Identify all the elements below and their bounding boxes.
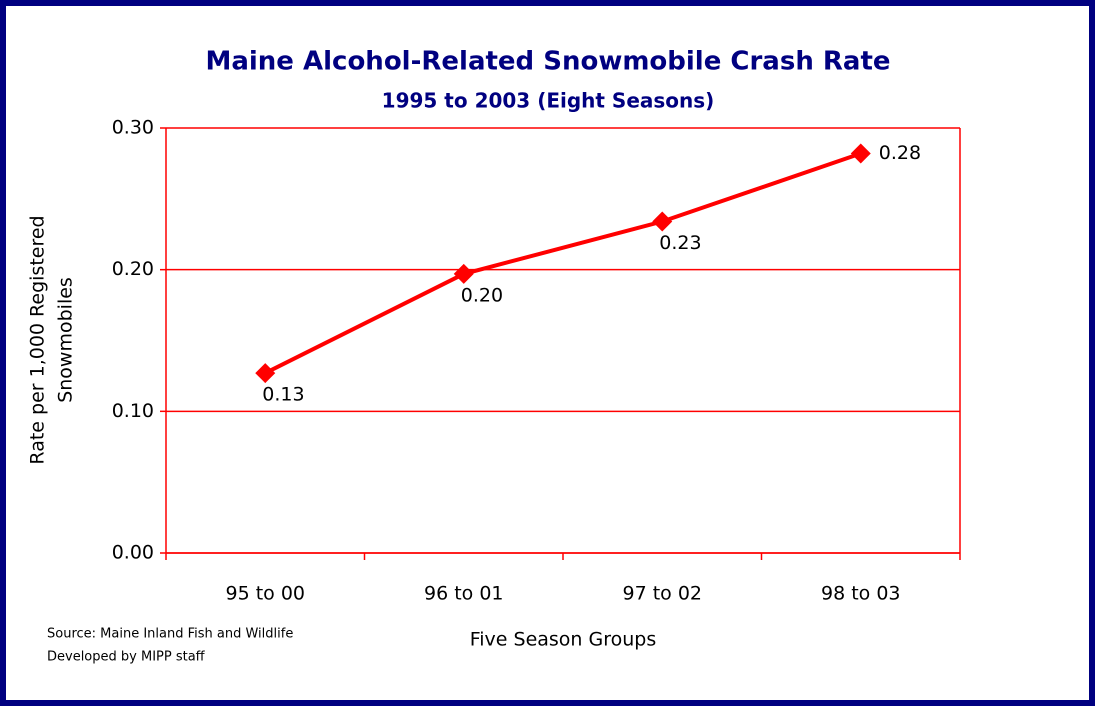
x-tick-label: 95 to 00	[225, 583, 305, 605]
y-tick-label: 0.10	[112, 400, 154, 422]
x-tick-label: 96 to 01	[424, 583, 504, 605]
y-axis-label: Rate per 1,000 Registered	[27, 215, 49, 464]
y-axis-label: Snowmobiles	[55, 277, 77, 403]
chart-subtitle: 1995 to 2003 (Eight Seasons)	[382, 89, 715, 113]
data-label: 0.28	[879, 142, 921, 164]
marker	[453, 263, 474, 284]
data-label: 0.23	[659, 232, 701, 254]
data-label: 0.20	[461, 284, 503, 306]
x-tick-label: 98 to 03	[821, 583, 901, 605]
x-tick-label: 97 to 02	[622, 583, 702, 605]
marker	[255, 363, 276, 384]
source-note: Developed by MIPP staff	[47, 650, 206, 665]
data-label: 0.13	[262, 384, 304, 406]
x-axis-label: Five Season Groups	[470, 629, 657, 651]
chart-title: Maine Alcohol-Related Snowmobile Crash R…	[205, 47, 890, 77]
marker	[850, 143, 871, 164]
line	[264, 151, 862, 375]
source-note: Source: Maine Inland Fish and Wildlife	[47, 627, 293, 642]
marker	[652, 211, 673, 232]
y-tick-label: 0.20	[112, 258, 154, 280]
y-tick-label: 0.30	[112, 117, 154, 139]
y-tick-label: 0.00	[112, 542, 154, 564]
